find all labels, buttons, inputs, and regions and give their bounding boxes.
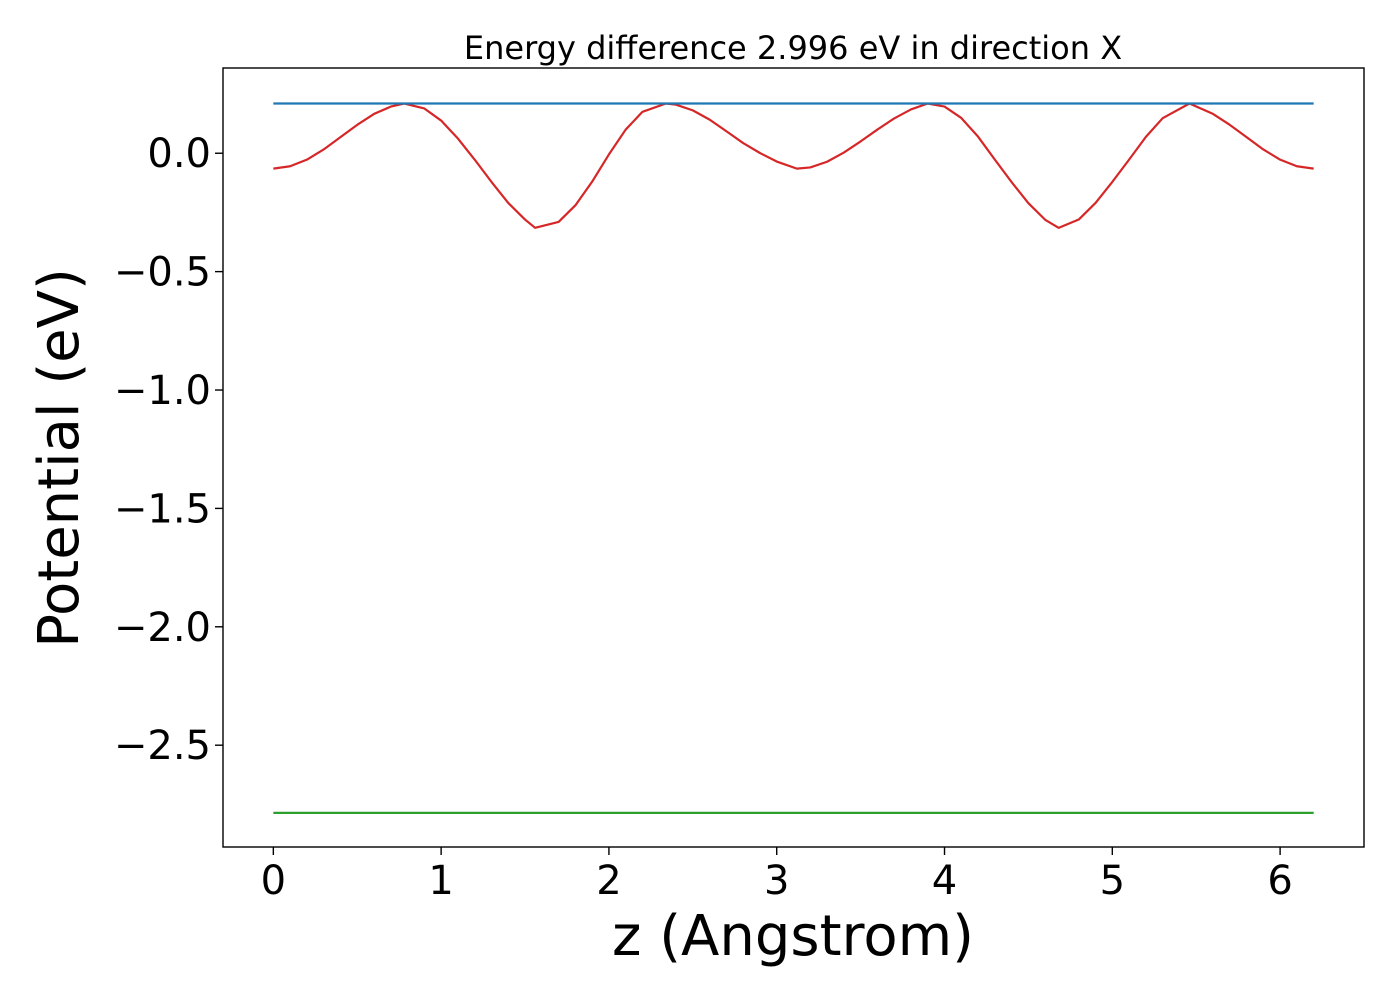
chart-title: Energy difference 2.996 eV in direction … xyxy=(464,29,1122,67)
y-axis-ticks: 0.0 −0.5 −1.0 −1.5 −2.0 −2.5 xyxy=(114,131,223,769)
x-tick-label: 2 xyxy=(596,858,621,904)
series-line-0 xyxy=(273,102,1314,229)
y-tick-label: 0.0 xyxy=(147,131,211,177)
y-tick-label: −1.5 xyxy=(114,486,211,532)
y-tick-label: −1.0 xyxy=(114,368,211,414)
x-tick-label: 3 xyxy=(764,858,789,904)
x-tick-label: 0 xyxy=(261,858,286,904)
x-tick-label: 5 xyxy=(1100,858,1125,904)
series-layer xyxy=(273,102,1314,815)
y-tick-label: −2.5 xyxy=(114,723,211,769)
x-tick-label: 6 xyxy=(1267,858,1292,904)
y-tick-label: −2.0 xyxy=(114,605,211,651)
y-axis-label: Potential (eV) xyxy=(27,268,92,648)
y-tick-label: −0.5 xyxy=(114,250,211,296)
x-tick-label: 1 xyxy=(428,858,453,904)
x-axis-label: z (Angstrom) xyxy=(612,904,974,969)
x-tick-label: 4 xyxy=(932,858,957,904)
plot-frame xyxy=(222,67,1365,848)
x-axis-ticks: 0 1 2 3 4 5 6 xyxy=(261,847,1293,904)
